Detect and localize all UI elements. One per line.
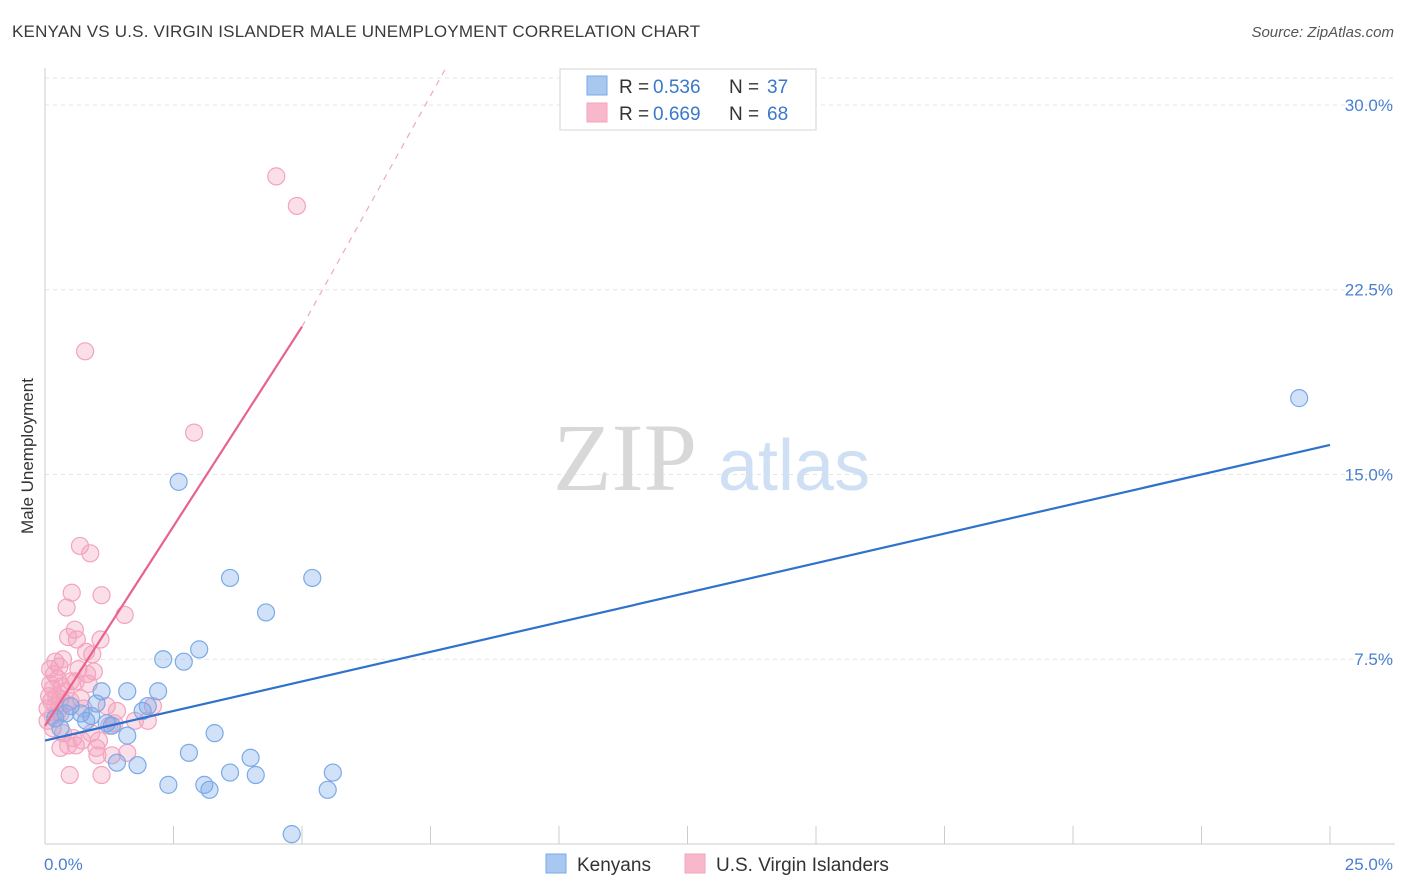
data-point	[190, 640, 209, 659]
trend-line	[44, 326, 303, 727]
data-point	[184, 423, 204, 442]
data-point	[267, 167, 286, 186]
data-point	[303, 568, 322, 588]
x-axis-ticks	[44, 826, 1331, 844]
legend-n-label-virgin-islanders: N =	[729, 104, 759, 125]
data-point	[92, 586, 111, 605]
y-tick-label: 22.5%	[1345, 281, 1393, 300]
x-axis-tick-labels: 0.0% 25.0%	[44, 855, 1393, 874]
data-point	[118, 726, 137, 745]
trend-lines	[44, 67, 1331, 742]
legend-r-label-virgin-islanders: R =	[619, 104, 649, 125]
watermark-zip: ZIP	[553, 404, 697, 511]
data-point	[60, 765, 79, 785]
bottom-legend-label-virgin-islanders: U.S. Virgin Islanders	[716, 855, 889, 876]
data-point	[148, 682, 168, 701]
data-point	[174, 652, 193, 671]
data-point	[92, 765, 111, 785]
data-point	[107, 753, 127, 772]
legend-n-label-kenyans: N =	[729, 77, 759, 98]
data-point	[81, 544, 100, 563]
data-point	[159, 775, 178, 794]
data-point	[195, 775, 214, 794]
data-point	[241, 748, 260, 767]
data-point	[115, 605, 134, 624]
legend-swatch-virgin-islanders	[586, 102, 608, 123]
data-point	[169, 472, 188, 491]
data-point	[220, 568, 240, 588]
data-point	[53, 650, 73, 669]
data-point	[92, 682, 111, 701]
data-point	[138, 696, 157, 716]
data-point	[88, 746, 107, 765]
data-point	[118, 682, 137, 701]
trend-line	[44, 443, 1331, 742]
data-point	[220, 763, 240, 782]
data-point	[133, 701, 152, 721]
y-tick-label: 7.5%	[1354, 650, 1393, 669]
bottom-legend-swatch-kenyans	[545, 853, 567, 874]
legend-r-label-kenyans: R =	[619, 77, 649, 98]
top-legend: R = 0.536 N = 37 R = 0.669 N = 68	[559, 68, 817, 131]
data-point	[77, 711, 96, 730]
x-tick-label: 0.0%	[44, 855, 83, 874]
bottom-legend-swatch-virgin-islanders	[684, 853, 706, 874]
data-point	[87, 738, 106, 758]
data-point	[1290, 389, 1309, 408]
watermark-atlas: atlas	[718, 426, 870, 506]
data-point	[154, 650, 173, 669]
legend-n-value-kenyans: 37	[767, 77, 788, 98]
data-point	[67, 630, 86, 649]
data-point	[61, 696, 80, 716]
data-point	[82, 706, 101, 725]
data-point	[179, 743, 199, 762]
y-tick-label: 30.0%	[1345, 96, 1393, 115]
data-point	[200, 780, 219, 799]
data-point	[84, 662, 103, 681]
data-point	[66, 736, 85, 755]
data-point	[318, 780, 337, 799]
data-point	[256, 603, 276, 622]
data-point	[89, 731, 109, 750]
data-point	[51, 738, 70, 758]
trend-line-extension	[301, 67, 447, 327]
legend-r-value-kenyans: 0.536	[653, 77, 701, 98]
data-point	[205, 724, 224, 743]
data-points	[38, 167, 1309, 844]
chart-title: KENYAN VS U.S. VIRGIN ISLANDER MALE UNEM…	[12, 22, 701, 41]
data-point	[282, 825, 301, 844]
data-point	[70, 536, 90, 556]
bottom-legend: Kenyans U.S. Virgin Islanders	[545, 853, 889, 876]
y-tick-label: 15.0%	[1345, 465, 1393, 484]
data-point	[287, 196, 306, 216]
data-point	[75, 342, 95, 361]
data-point	[128, 756, 147, 775]
y-axis-tick-labels: 7.5% 15.0% 22.5% 30.0%	[1345, 96, 1393, 669]
legend-swatch-kenyans	[586, 75, 608, 96]
source-label: Source: ZipAtlas.com	[1251, 24, 1394, 41]
data-point	[69, 659, 88, 679]
bottom-legend-label-kenyans: Kenyans	[577, 855, 651, 876]
data-point	[323, 763, 342, 782]
legend-n-value-virgin-islanders: 68	[767, 104, 788, 125]
x-tick-label: 25.0%	[1345, 855, 1393, 874]
legend-r-value-virgin-islanders: 0.669	[653, 104, 701, 125]
gridlines	[45, 77, 1395, 660]
data-point	[62, 583, 81, 602]
data-point	[97, 714, 116, 733]
data-point	[246, 765, 265, 785]
